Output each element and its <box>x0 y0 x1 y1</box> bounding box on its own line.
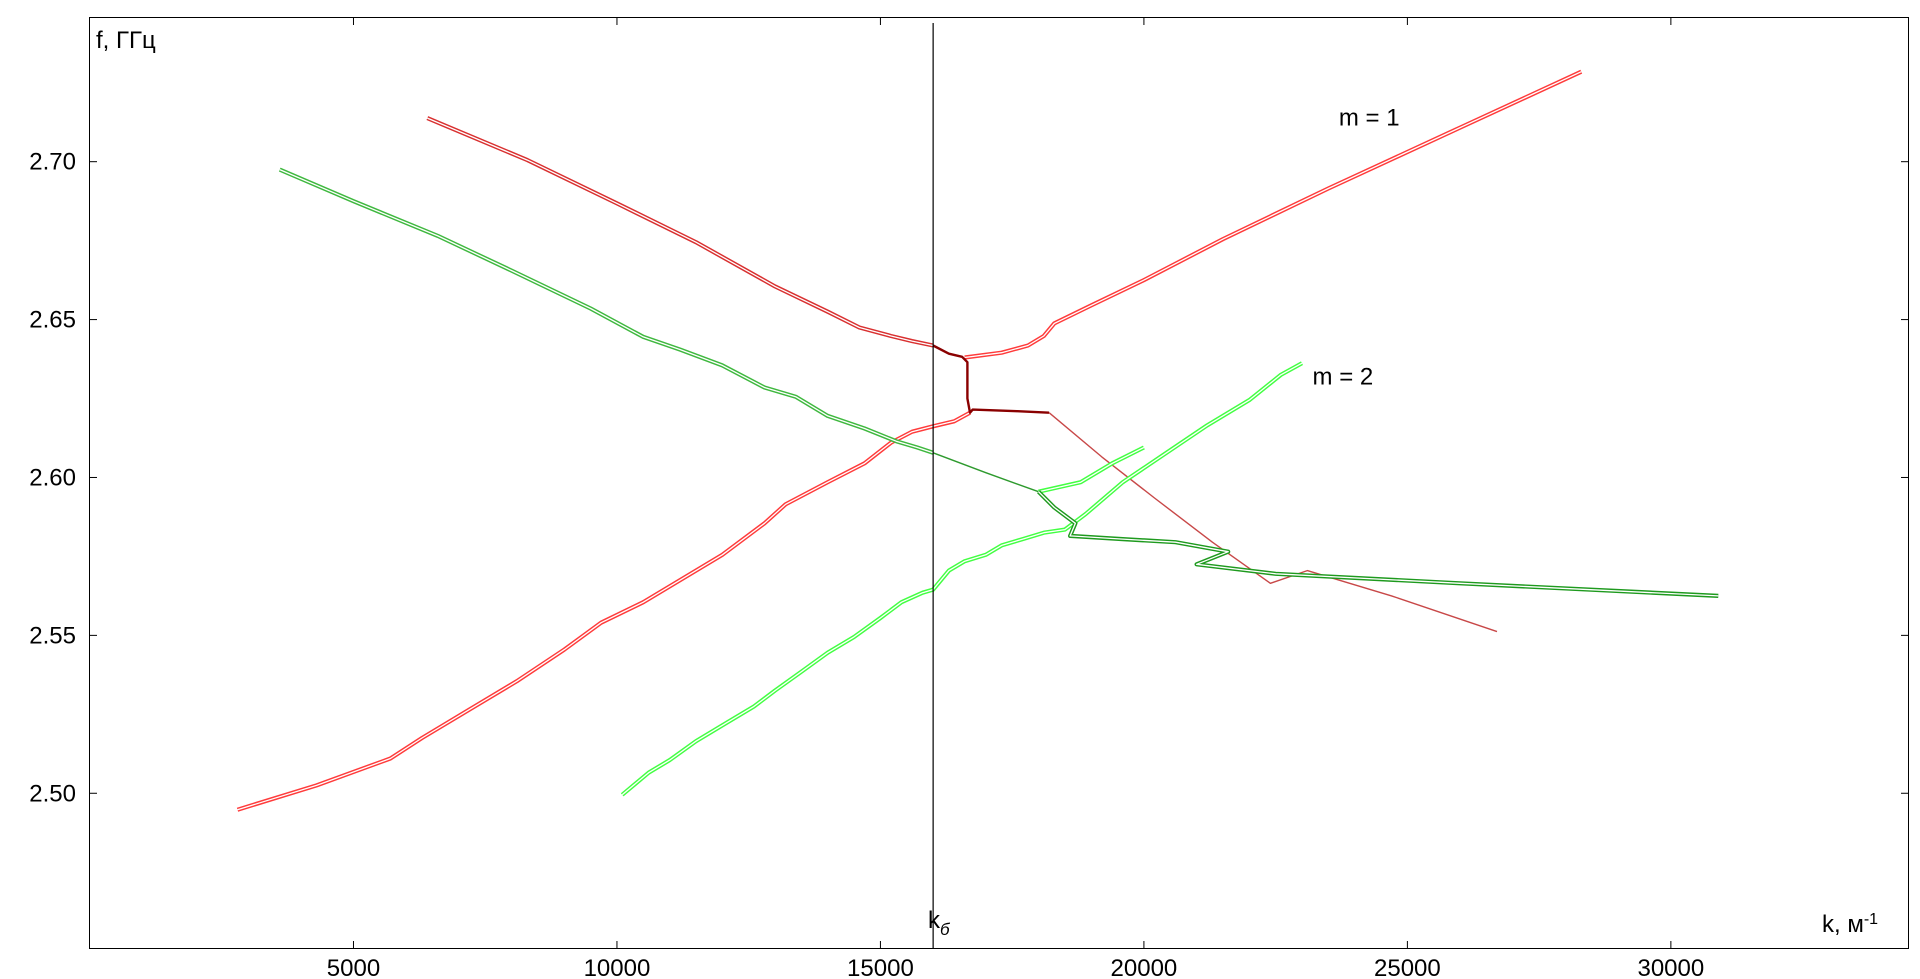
x-tick-label: 15000 <box>847 955 914 979</box>
x-axis-label: k, м-1 <box>1822 911 1878 938</box>
series-line-4 <box>932 344 1050 414</box>
plot-frame <box>89 17 1909 949</box>
series-line-10 <box>1037 490 1719 598</box>
x-axis-label-superscript: -1 <box>1864 911 1878 928</box>
x-tick-label: 25000 <box>1374 955 1441 979</box>
series-stroke-inner <box>427 117 934 347</box>
x-axis-label-text: k, м <box>1822 911 1864 938</box>
series-stroke <box>1037 490 1719 598</box>
series-line-3 <box>964 69 1583 360</box>
series-stroke-inner <box>279 169 934 454</box>
boundary-label-text: k <box>928 907 941 934</box>
series-layer <box>236 69 1719 812</box>
series-stroke-inner <box>964 71 1582 359</box>
series-stroke-inner <box>621 362 1303 796</box>
ticks: 5000 10000 15000 20000 25000 30000 2.50 2.55 2.6… <box>29 18 1908 979</box>
series-line-7 <box>932 452 1039 493</box>
series-line-6 <box>278 167 934 455</box>
series-line-1 <box>236 410 972 812</box>
annotation-m2: m = 2 <box>1313 364 1374 391</box>
series-stroke <box>1038 445 1145 494</box>
series-stroke <box>932 452 1039 493</box>
series-stroke <box>236 410 972 812</box>
series-stroke <box>620 361 1304 797</box>
x-tick-label: 20000 <box>1111 955 1178 979</box>
boundary-label: kб <box>928 907 951 939</box>
series-line-5 <box>1048 412 1498 633</box>
boundary-label-subscript: б <box>940 920 951 939</box>
series-line-8 <box>620 361 1304 797</box>
y-tick-label: 2.70 <box>29 149 76 176</box>
y-tick-label: 2.65 <box>29 307 76 334</box>
y-tick-label: 2.60 <box>29 464 76 491</box>
y-tick-label: 2.50 <box>29 780 76 807</box>
series-line-9 <box>1038 445 1145 494</box>
series-stroke <box>278 167 934 455</box>
series-line-2 <box>426 116 934 348</box>
y-tick-label: 2.55 <box>29 622 76 649</box>
series-stroke <box>932 344 1050 414</box>
annotation-m1: m = 1 <box>1339 104 1400 131</box>
series-stroke-inner <box>1038 446 1145 493</box>
series-stroke <box>426 116 934 348</box>
x-tick-label: 5000 <box>327 955 380 979</box>
series-stroke-inner <box>1038 491 1719 597</box>
series-stroke <box>1048 412 1498 633</box>
y-axis-label: f, ГГц <box>96 27 156 54</box>
x-tick-label: 30000 <box>1637 955 1704 979</box>
x-tick-label: 10000 <box>584 955 651 979</box>
series-stroke-inner <box>237 412 971 811</box>
